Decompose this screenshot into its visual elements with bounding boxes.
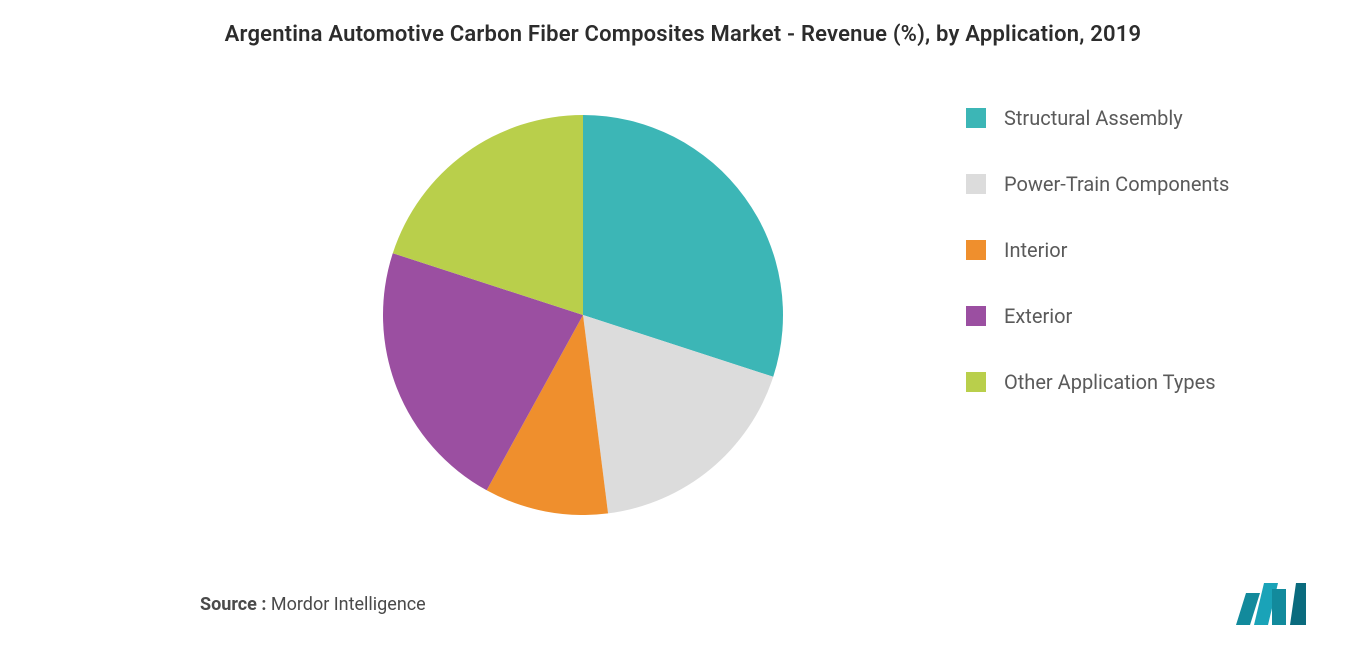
legend-swatch bbox=[966, 108, 986, 128]
legend-item: Power-Train Components bbox=[966, 171, 1286, 197]
legend-label: Structural Assembly bbox=[1004, 105, 1183, 131]
pie-chart bbox=[383, 115, 783, 515]
legend-label: Exterior bbox=[1004, 303, 1072, 329]
legend-swatch bbox=[966, 372, 986, 392]
legend-item: Other Application Types bbox=[966, 369, 1286, 395]
legend-swatch bbox=[966, 174, 986, 194]
legend-label: Power-Train Components bbox=[1004, 171, 1229, 197]
chart-title: Argentina Automotive Carbon Fiber Compos… bbox=[0, 0, 1366, 47]
legend-item: Structural Assembly bbox=[966, 105, 1286, 131]
source-value: Mordor Intelligence bbox=[271, 594, 426, 615]
legend-item: Interior bbox=[966, 237, 1286, 263]
source-attribution: Source : Mordor Intelligence bbox=[200, 594, 426, 615]
legend-swatch bbox=[966, 306, 986, 326]
pie-svg bbox=[383, 115, 783, 515]
source-label: Source : bbox=[200, 594, 266, 615]
legend-swatch bbox=[966, 240, 986, 260]
mordor-logo-icon bbox=[1236, 583, 1306, 625]
legend: Structural Assembly Power-Train Component… bbox=[966, 105, 1286, 435]
legend-label: Other Application Types bbox=[1004, 369, 1216, 395]
legend-label: Interior bbox=[1004, 237, 1067, 263]
legend-item: Exterior bbox=[966, 303, 1286, 329]
